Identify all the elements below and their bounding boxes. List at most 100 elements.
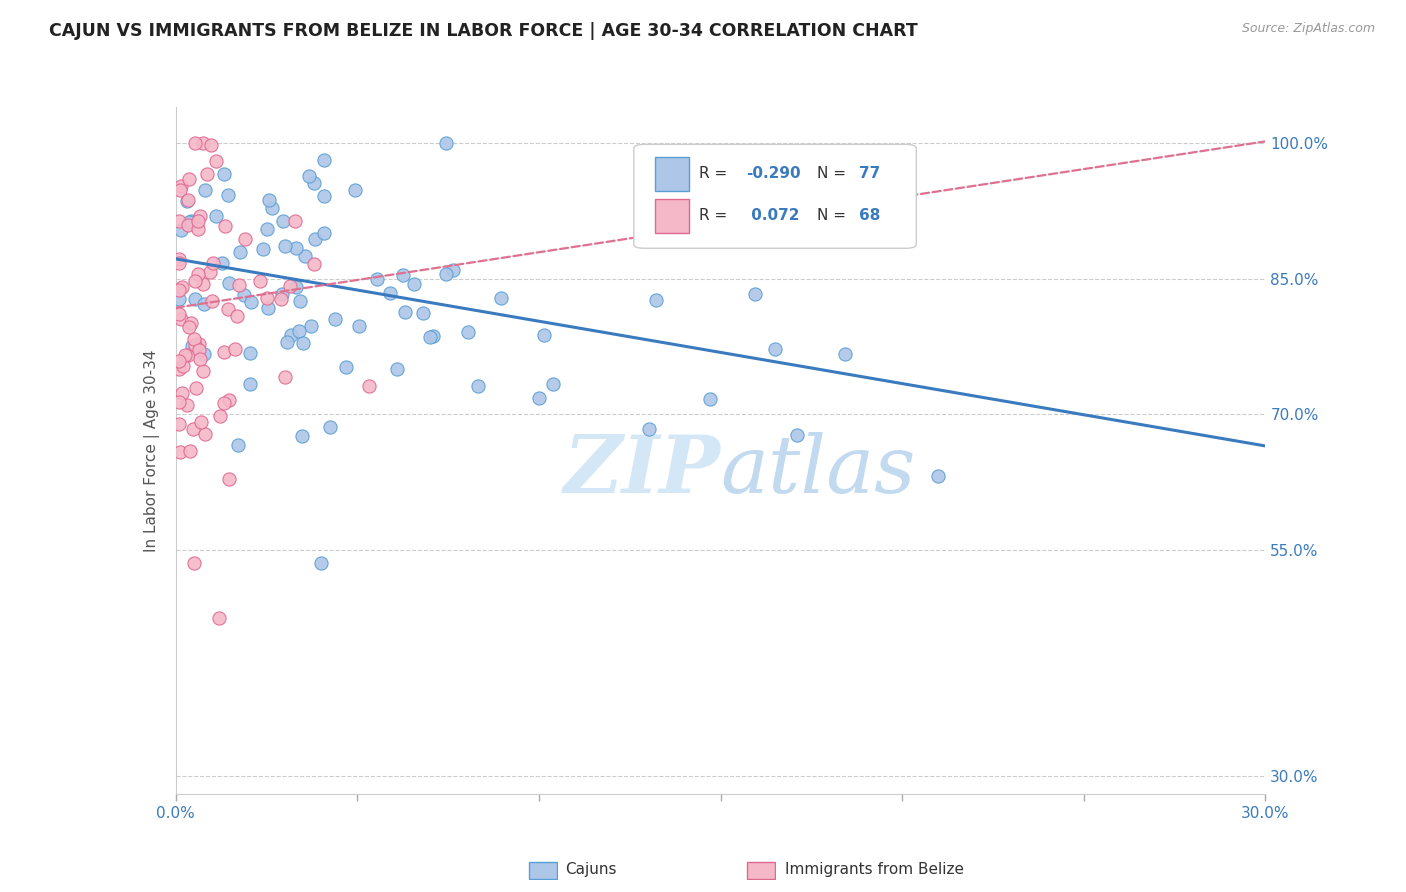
Point [180,339,202,353]
Point [194,427,217,442]
Point [187,267,209,281]
Point [183,338,205,352]
Point [312,226,335,240]
Point [169,417,191,432]
Point [276,334,298,349]
Point [467,379,489,393]
Point [214,219,236,233]
Point [419,330,441,344]
Point [252,242,274,256]
Point [257,301,280,316]
Point [198,265,221,279]
Point [232,288,254,302]
Point [170,179,193,194]
Point [179,443,201,458]
Point [170,280,193,294]
FancyBboxPatch shape [529,862,557,880]
Point [644,293,666,308]
Point [256,222,278,236]
Point [224,342,246,356]
Point [218,392,240,407]
Point [291,429,314,443]
Point [257,193,280,207]
Point [287,324,309,338]
Point [228,278,250,293]
Point [202,256,225,270]
Point [176,194,198,208]
Point [169,394,191,409]
Point [335,360,357,375]
Point [344,183,367,197]
Point [169,214,191,228]
Point [744,286,766,301]
Point [169,293,191,307]
Point [229,245,252,260]
Point [278,279,301,293]
Point [238,346,260,360]
Point [233,232,256,246]
Text: CAJUN VS IMMIGRANTS FROM BELIZE IN LABOR FORCE | AGE 30-34 CORRELATION CHART: CAJUN VS IMMIGRANTS FROM BELIZE IN LABOR… [49,22,918,40]
Text: ZIP: ZIP [564,433,721,510]
Point [193,347,215,361]
Point [385,361,408,376]
Point [271,214,294,228]
Point [378,286,401,301]
Point [212,167,235,181]
Point [260,201,283,215]
Point [179,215,201,229]
Text: Immigrants from Belize: Immigrants from Belize [785,863,963,877]
FancyBboxPatch shape [747,862,775,880]
Point [184,292,207,306]
Point [177,320,200,334]
Point [187,336,209,351]
Point [274,370,297,384]
Point [195,167,218,181]
Point [184,136,207,151]
Point [169,283,191,297]
Point [177,348,200,362]
Point [238,376,260,391]
Point [280,327,302,342]
Point [366,272,388,286]
Point [256,291,278,305]
Point [763,342,786,356]
Point [270,292,292,306]
Point [271,287,294,301]
Point [786,427,808,442]
Point [319,419,342,434]
Point [304,232,326,246]
Point [284,213,307,227]
Point [249,274,271,288]
Point [183,557,205,571]
Point [169,252,191,267]
Point [226,438,249,452]
Point [212,345,235,359]
Point [274,239,297,253]
Point [314,153,336,168]
Point [644,210,666,224]
Point [181,422,204,436]
Point [191,277,214,292]
Point [489,291,512,305]
Point [529,391,551,405]
Point [193,136,215,151]
Point [177,218,200,232]
Point [184,274,207,288]
Y-axis label: In Labor Force | Age 30-34: In Labor Force | Age 30-34 [143,349,160,552]
Point [638,422,661,436]
Point [180,213,202,227]
Point [347,319,370,334]
Point [218,277,240,291]
Point [169,354,191,368]
Point [312,189,335,203]
Point [211,255,233,269]
Point [284,280,307,294]
Text: Source: ZipAtlas.com: Source: ZipAtlas.com [1241,22,1375,36]
Point [392,268,415,282]
Point [179,172,201,186]
Point [187,222,209,236]
Point [194,183,217,197]
Point [457,325,479,339]
Point [292,336,315,351]
Point [359,379,381,393]
